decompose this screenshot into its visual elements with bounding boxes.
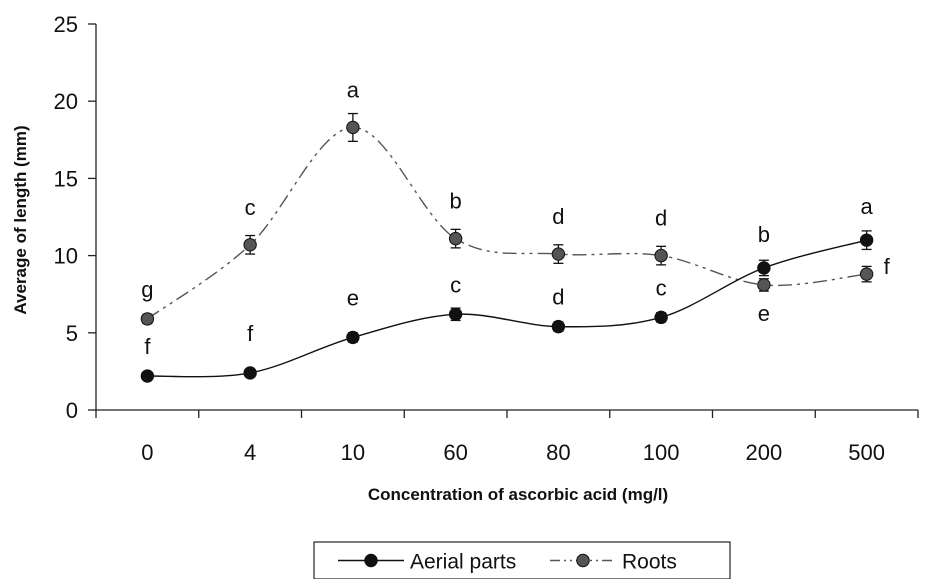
legend-marker-roots <box>576 553 590 568</box>
data-point-roots <box>859 267 874 281</box>
data-point-aerial-parts <box>243 366 257 380</box>
significance-letter-aerial-parts: f <box>144 334 151 359</box>
significance-letter-aerial-parts: e <box>347 285 359 310</box>
y-tick-label: 25 <box>54 12 78 37</box>
data-point-roots <box>654 248 668 263</box>
plot-area: 0 5 10 15 20 25 0 4 10 60 80 100 200 500 g c a b d d e f f f e c d… <box>54 12 919 465</box>
data-point-aerial-parts <box>346 330 360 345</box>
significance-letter-roots: a <box>347 77 360 102</box>
significance-letter-aerial-parts: c <box>656 275 667 300</box>
y-axis-title: Average of length (mm) <box>11 125 30 314</box>
legend-marker-aerial-parts <box>364 553 378 568</box>
data-point-roots <box>757 278 771 292</box>
legend-label-roots: Roots <box>622 551 677 574</box>
significance-letter-roots: c <box>245 195 256 220</box>
significance-letter-aerial-parts: b <box>758 222 770 247</box>
series-line-roots <box>146 126 867 320</box>
data-point-aerial-parts <box>448 307 463 321</box>
y-tick-label: 20 <box>54 89 78 114</box>
y-tick-label: 5 <box>66 321 78 346</box>
significance-letter-aerial-parts: a <box>861 194 874 219</box>
significance-letter-roots: b <box>450 189 462 214</box>
data-point-aerial-parts <box>859 233 874 247</box>
series-line-aerial-parts <box>147 239 867 378</box>
x-tick-label: 60 <box>443 440 467 465</box>
x-tick-label: 4 <box>244 440 256 465</box>
data-point-roots <box>140 312 155 326</box>
significance-letter-aerial-parts: c <box>450 272 461 297</box>
x-tick-label: 200 <box>746 440 783 465</box>
x-axis-title: Concentration of ascorbic acid (mg/l) <box>368 485 668 504</box>
significance-letter-roots: g <box>141 277 153 302</box>
significance-letter-roots: e <box>758 301 770 326</box>
data-point-aerial-parts <box>757 261 771 275</box>
x-tick-label: 500 <box>848 440 885 465</box>
data-point-aerial-parts <box>654 310 668 325</box>
x-tick-label: 100 <box>643 440 680 465</box>
significance-letter-aerial-parts: d <box>552 285 564 310</box>
data-point-roots <box>551 247 566 261</box>
x-tick-label: 80 <box>546 440 570 465</box>
significance-letter-roots: d <box>655 206 667 231</box>
significance-letter-aerial-parts: f <box>247 321 254 346</box>
significance-letter-roots: d <box>552 204 564 229</box>
x-tick-label: 0 <box>141 440 153 465</box>
data-point-aerial-parts <box>140 369 155 383</box>
data-point-roots <box>346 120 360 135</box>
y-tick-label: 0 <box>66 398 78 423</box>
data-point-roots <box>448 231 463 246</box>
x-tick-label: 10 <box>341 440 365 465</box>
legend-label-aerial-parts: Aerial parts <box>410 551 516 574</box>
y-tick-label: 15 <box>54 166 78 191</box>
data-point-roots <box>243 238 257 252</box>
legend: Aerial parts Roots <box>313 541 731 579</box>
significance-letter-roots: f <box>884 254 891 279</box>
data-point-aerial-parts <box>551 319 566 334</box>
y-tick-label: 10 <box>54 244 78 269</box>
